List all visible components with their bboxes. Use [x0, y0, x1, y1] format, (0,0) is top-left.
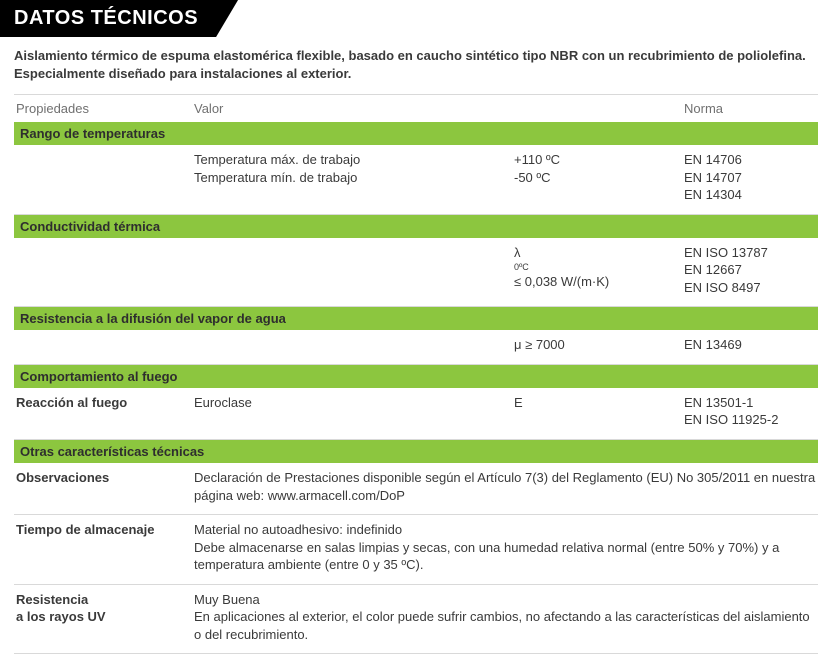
section-title: Rango de temperaturas — [14, 122, 818, 145]
cell-measure: λ 0ºC ≤ 0,038 W/(m·K) — [514, 244, 684, 297]
col-header-empty — [514, 101, 684, 116]
cell-norm: EN ISO 13787EN 12667EN ISO 8497 — [684, 244, 818, 297]
cell-property — [14, 244, 194, 297]
table-row: ObservacionesDeclaración de Prestaciones… — [14, 463, 818, 515]
intro-text: Aislamiento térmico de espuma elastoméri… — [0, 37, 832, 94]
cell-value-wide: Muy BuenaEn aplicaciones al exterior, el… — [194, 591, 818, 644]
cell-measure: +110 ºC-50 ºC — [514, 151, 684, 204]
col-header-value: Valor — [194, 101, 514, 116]
section-title: Resistencia a la difusión del vapor de a… — [14, 307, 818, 330]
section-title: Otras características técnicas — [14, 440, 818, 463]
cell-value: Euroclase — [194, 394, 514, 429]
cell-value — [194, 336, 514, 354]
cell-norm: EN 14706EN 14707EN 14304 — [684, 151, 818, 204]
cell-value-wide: Material no autoadhesivo: indefinidoDebe… — [194, 521, 818, 574]
cell-property: Resistenciaa los rayos UV — [14, 591, 194, 644]
table-row: Tiempo de almacenajeMaterial no autoadhe… — [14, 515, 818, 585]
section-title: Comportamiento al fuego — [14, 365, 818, 388]
table-row: Temperatura máx. de trabajoTemperatura m… — [14, 145, 818, 215]
cell-property — [14, 151, 194, 204]
col-header-norm: Norma — [684, 101, 818, 116]
cell-value-wide: Declaración de Prestaciones disponible s… — [194, 469, 818, 504]
cell-measure: E — [514, 394, 684, 429]
cell-value: Temperatura máx. de trabajoTemperatura m… — [194, 151, 514, 204]
table-row: λ 0ºC ≤ 0,038 W/(m·K)EN ISO 13787EN 1266… — [14, 238, 818, 308]
table-row: Resistenciaa los rayos UVMuy BuenaEn apl… — [14, 585, 818, 655]
cell-property: Reacción al fuego — [14, 394, 194, 429]
cell-property — [14, 336, 194, 354]
section-title: Conductividad térmica — [14, 215, 818, 238]
cell-norm: EN 13469 — [684, 336, 818, 354]
column-headers: Propiedades Valor Norma — [14, 94, 818, 122]
table-row: Reacción al fuegoEuroclaseEEN 13501-1EN … — [14, 388, 818, 440]
cell-measure: μ ≥ 7000 — [514, 336, 684, 354]
col-header-properties: Propiedades — [14, 101, 194, 116]
cell-property: Observaciones — [14, 469, 194, 504]
cell-norm: EN 13501-1EN ISO 11925-2 — [684, 394, 818, 429]
section-header-banner: DATOS TÉCNICOS — [0, 0, 238, 37]
cell-value — [194, 244, 514, 297]
cell-property: Tiempo de almacenaje — [14, 521, 194, 574]
table-row: μ ≥ 7000EN 13469 — [14, 330, 818, 365]
technical-data-sheet: Propiedades Valor Norma Rango de tempera… — [0, 94, 832, 666]
